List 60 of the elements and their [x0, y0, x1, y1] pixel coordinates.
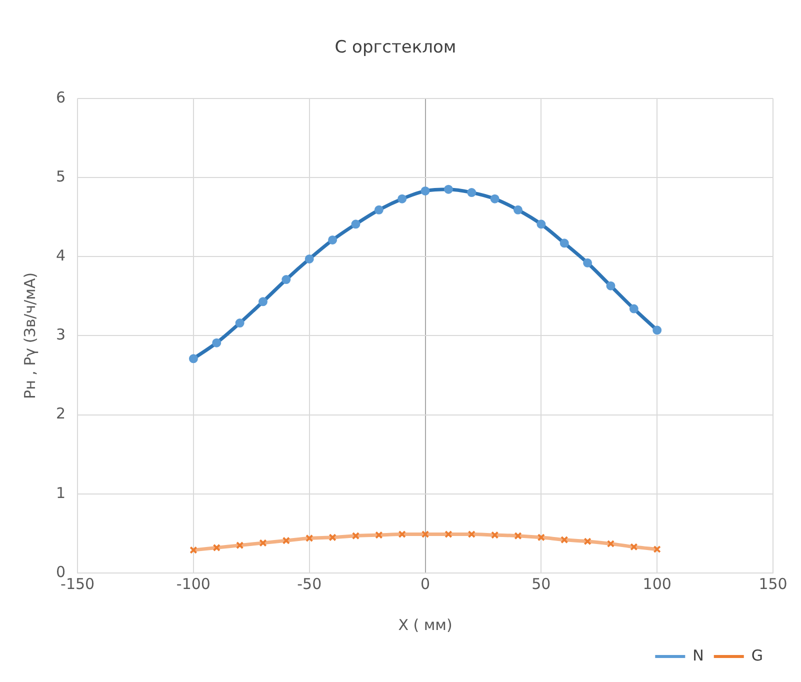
point — [259, 539, 267, 547]
chart-title: С оргстеклом — [334, 38, 456, 58]
point — [282, 536, 290, 544]
point — [653, 545, 661, 554]
point — [583, 258, 592, 268]
point — [282, 275, 291, 284]
legend-label: N — [692, 646, 704, 664]
x-tick-label: 100 — [642, 574, 672, 593]
point — [328, 534, 336, 542]
point — [351, 220, 360, 229]
point — [235, 318, 244, 328]
point — [537, 534, 546, 542]
point — [560, 536, 568, 544]
point — [630, 543, 638, 551]
y-tick-label: 2 — [56, 404, 66, 423]
point — [328, 235, 338, 244]
x-tick-label: 150 — [758, 574, 788, 593]
y-axis-title: Рн , Рγ (Зв/ч/мА) — [20, 272, 39, 399]
point — [304, 254, 314, 264]
point — [212, 338, 222, 348]
point — [421, 530, 430, 538]
point — [560, 238, 569, 248]
point — [258, 297, 268, 306]
point — [468, 530, 476, 538]
point — [490, 194, 500, 204]
y-tick-label: 4 — [56, 246, 66, 264]
y-tick-label: 3 — [56, 326, 66, 344]
point — [536, 220, 546, 229]
point — [420, 186, 430, 196]
y-tick-label: 1 — [56, 484, 66, 502]
point — [398, 194, 407, 204]
point — [374, 205, 384, 214]
point — [190, 546, 198, 554]
point — [467, 188, 476, 198]
y-tick-label: 0 — [56, 562, 66, 581]
x-tick-label: 0 — [420, 574, 430, 593]
point — [444, 184, 453, 194]
y-tick-label: 6 — [56, 88, 66, 106]
point — [584, 538, 592, 546]
legend-label: G — [751, 646, 763, 664]
point — [652, 326, 662, 335]
point — [606, 281, 616, 290]
point — [398, 530, 406, 538]
point — [352, 532, 360, 540]
x-tick-label: -50 — [297, 574, 322, 593]
x-axis-title: X ( мм) — [398, 616, 452, 634]
point — [306, 534, 314, 542]
point — [236, 541, 244, 550]
point — [514, 532, 522, 540]
x-tick-label: -100 — [176, 574, 210, 593]
point — [490, 531, 499, 539]
point — [212, 544, 220, 552]
point — [188, 354, 198, 364]
y-tick-label: 5 — [56, 167, 66, 186]
x-tick-label: 50 — [532, 574, 551, 593]
point — [375, 531, 383, 539]
point — [514, 205, 522, 214]
point — [606, 540, 615, 548]
point — [444, 530, 452, 538]
point — [629, 304, 638, 314]
